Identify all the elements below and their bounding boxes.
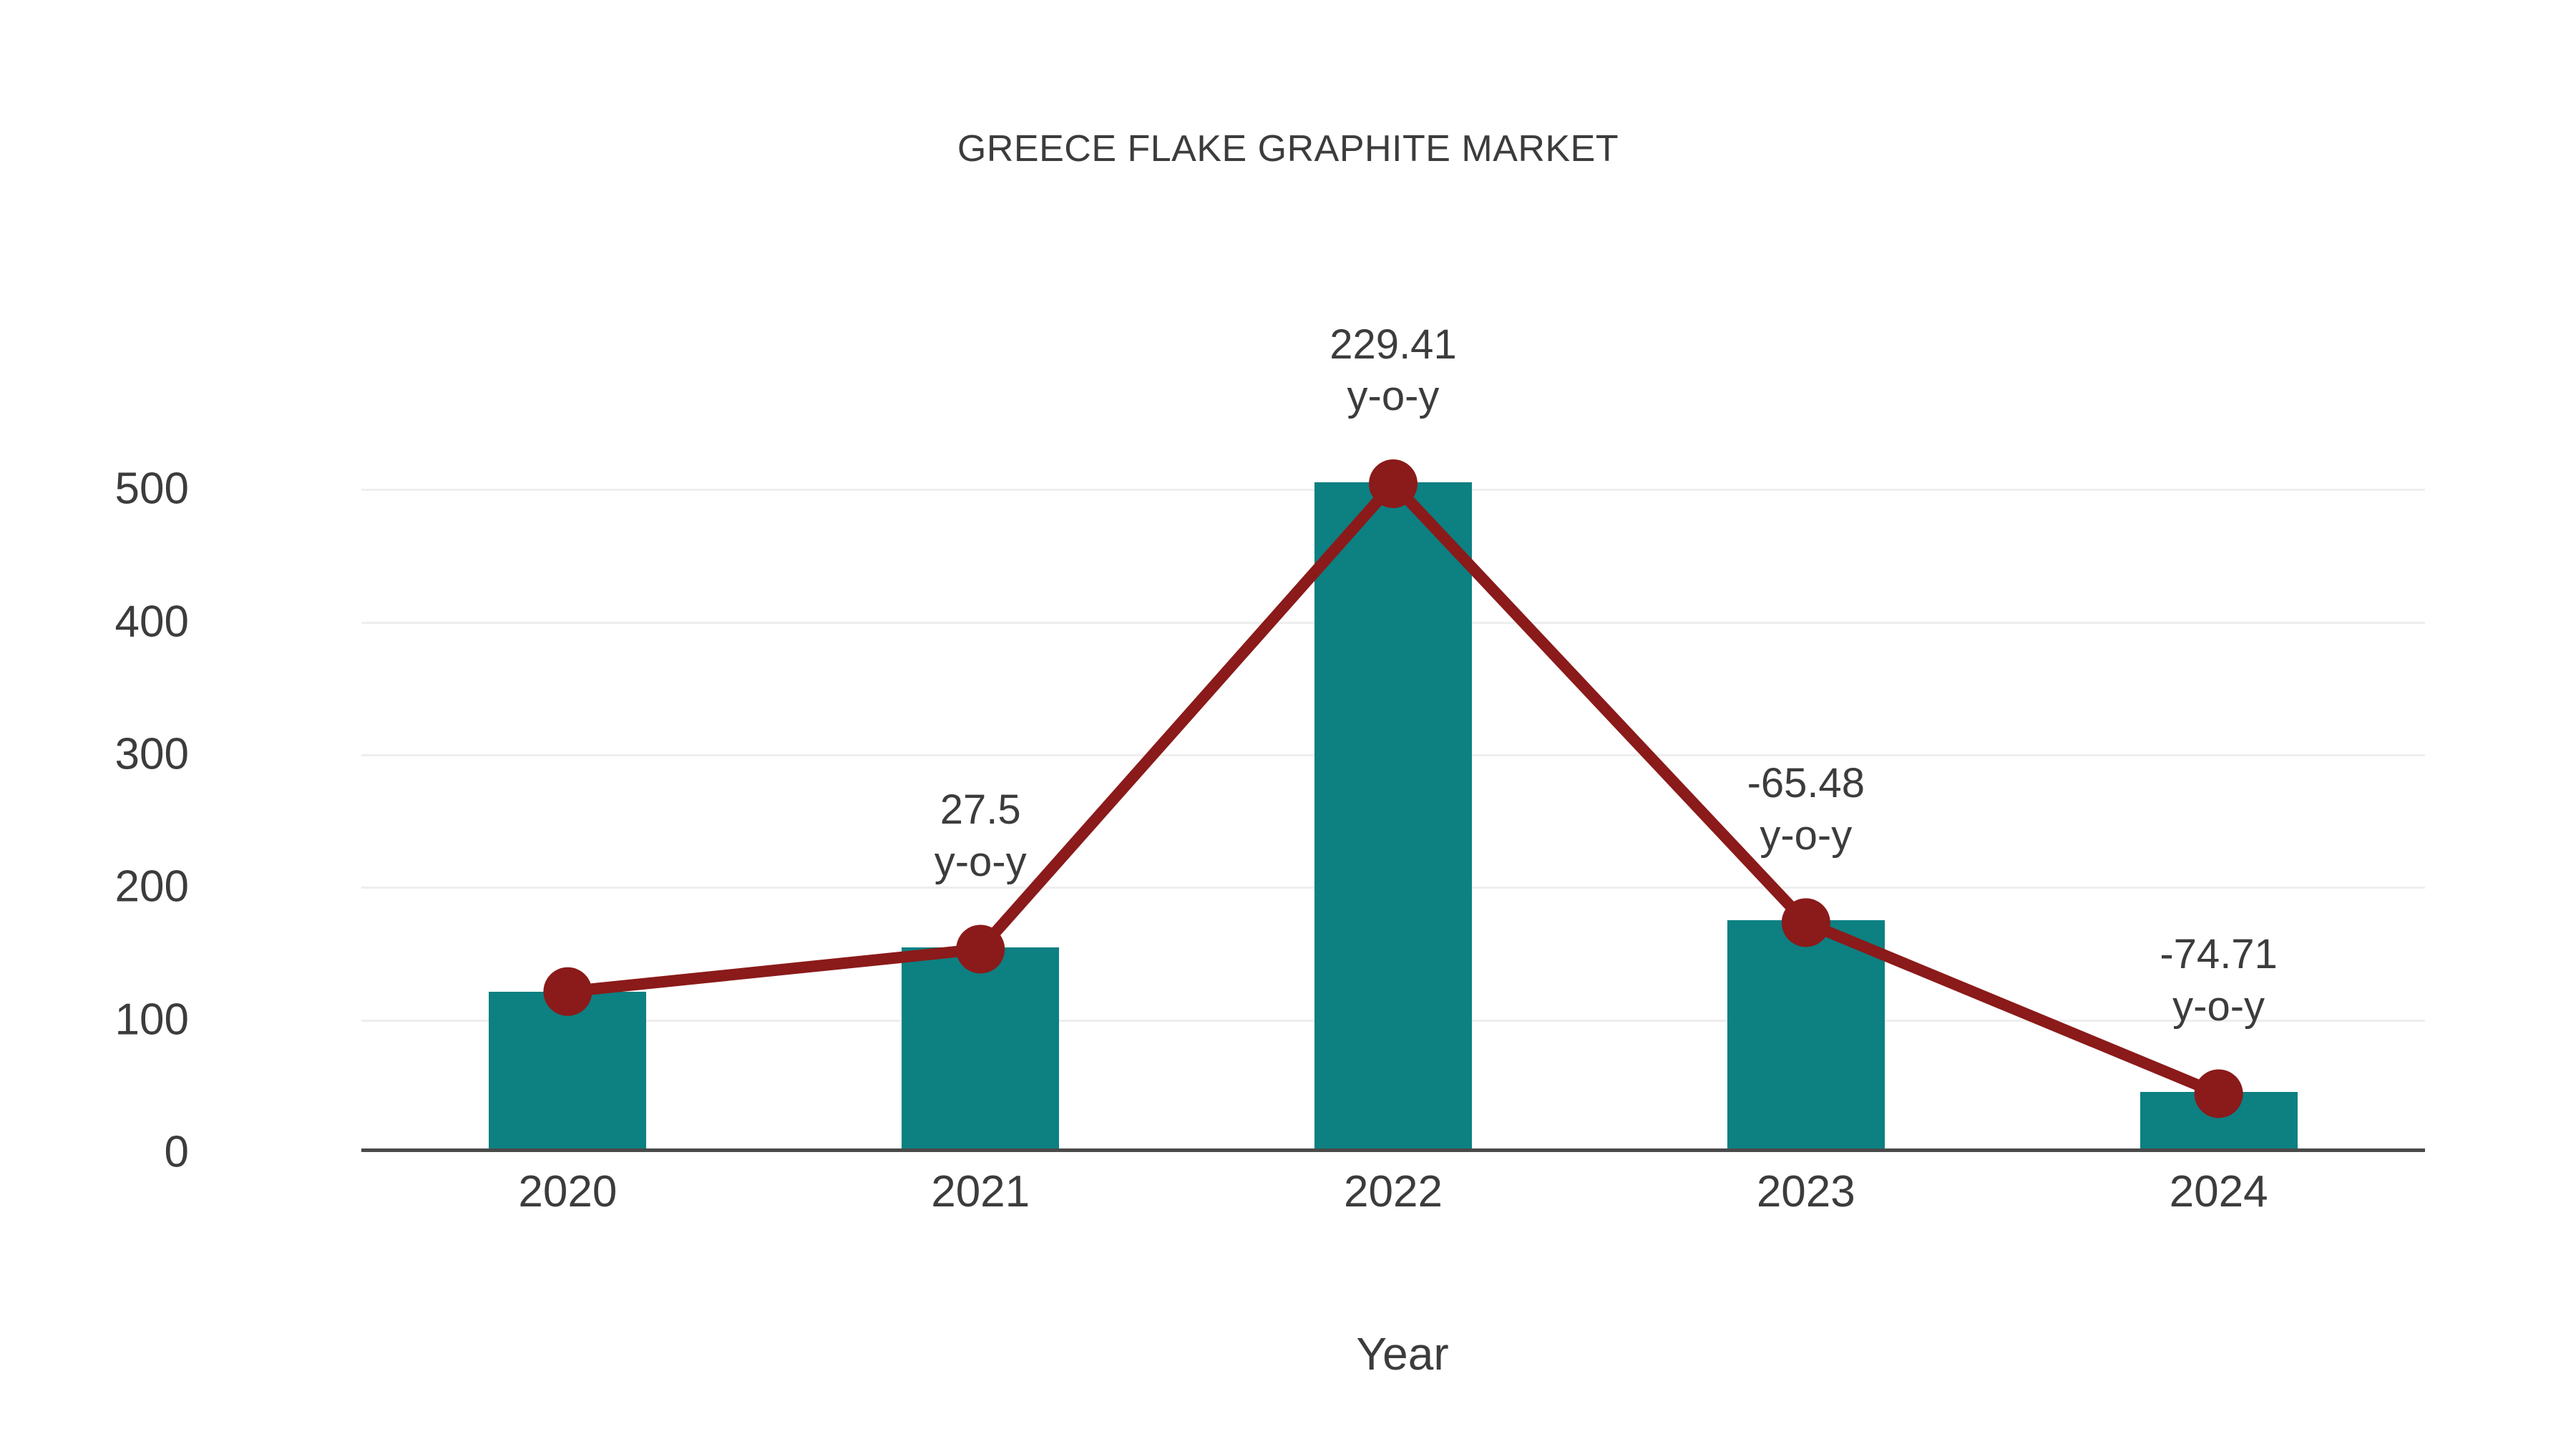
bar-2023[interactable] <box>1727 919 1885 1151</box>
x-axis-title: Year <box>1356 1328 1449 1380</box>
y-axis-tick-label: 0 <box>164 1127 189 1177</box>
y-axis-tick-label: 200 <box>114 862 189 912</box>
plot-area: 0 100 200 300 400 500 27.5 y-o-y 229.41 y-o-y -65… <box>115 321 2425 1216</box>
line-marker-2024[interactable] <box>2194 1069 2243 1118</box>
growth-line <box>562 477 2225 1100</box>
x-axis-tick-label-2024: 2024 <box>2169 1167 2268 1216</box>
line-marker-2021[interactable] <box>956 924 1005 974</box>
x-axis-line <box>361 1148 2425 1152</box>
y-axis-tick-label: 500 <box>114 464 189 514</box>
bar-2021[interactable] <box>902 947 1060 1151</box>
growth-unit: y-o-y <box>1347 373 1440 420</box>
chart-title: GREECE FLAKE GRAPHITE MARKET <box>957 128 1619 170</box>
y-axis-tick-label: 100 <box>114 995 189 1045</box>
y-axis-tick-label: 300 <box>114 729 189 779</box>
bar-2022[interactable] <box>1314 482 1472 1151</box>
x-axis-tick-label-2020: 2020 <box>518 1167 618 1216</box>
growth-value: 229.41 <box>1330 321 1457 368</box>
bar-2020[interactable] <box>489 991 647 1151</box>
line-marker-2022[interactable] <box>1369 459 1418 508</box>
x-axis-tick-label-2023: 2023 <box>1756 1167 1855 1216</box>
y-axis-tick-label: 400 <box>114 597 189 647</box>
line-marker-2023[interactable] <box>1781 898 1830 947</box>
line-marker-2020[interactable] <box>543 967 592 1016</box>
growth-label-2022: 229.41 y-o-y <box>1207 319 1579 423</box>
growth-line-series <box>543 459 2243 1118</box>
x-axis-tick-label-2021: 2021 <box>931 1167 1030 1216</box>
x-axis-tick-label-2022: 2022 <box>1344 1167 1443 1216</box>
